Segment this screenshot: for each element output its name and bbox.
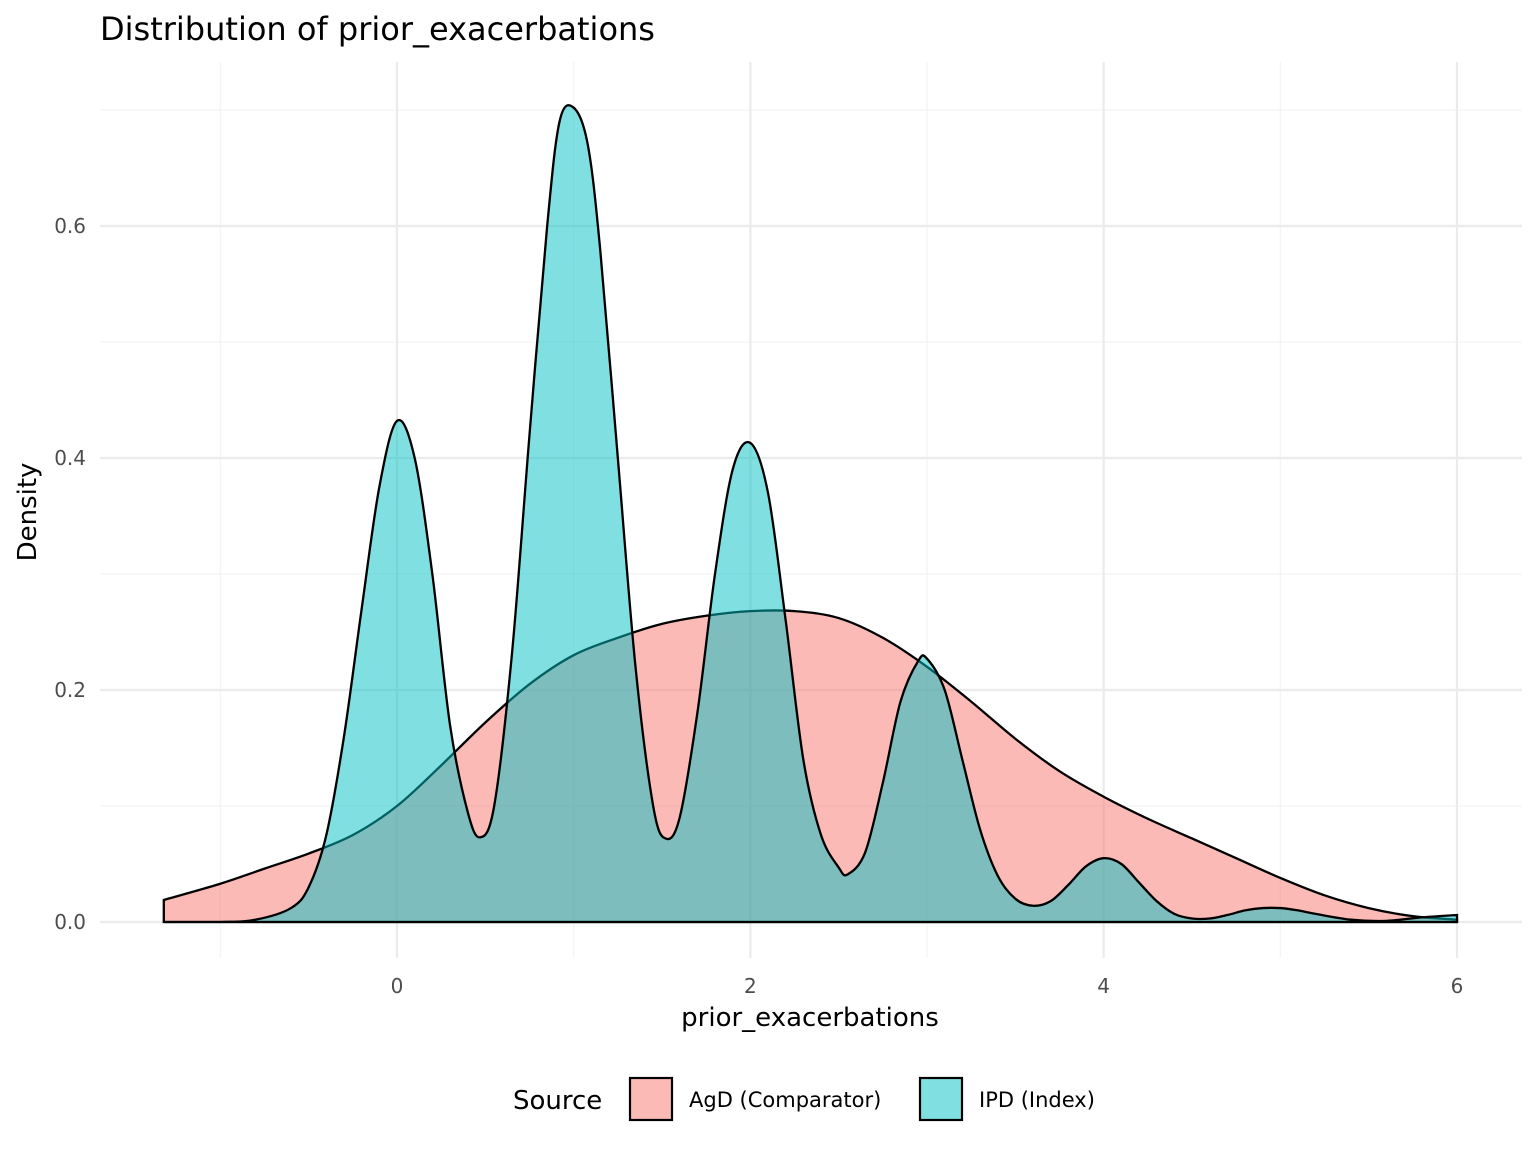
ipd-density-area bbox=[163, 104, 1459, 924]
chart-title: Distribution of prior_exacerbations bbox=[100, 10, 655, 48]
y-tick-label: 0.6 bbox=[54, 214, 86, 238]
legend-title: Source bbox=[513, 1086, 602, 1116]
x-tick-label: 6 bbox=[1451, 974, 1464, 998]
y-axis-title: Density bbox=[13, 463, 43, 562]
x-tick-label: 4 bbox=[1097, 974, 1110, 998]
x-tick-label: 0 bbox=[391, 974, 404, 998]
y-tick-label: 0.0 bbox=[54, 910, 86, 934]
legend-key bbox=[628, 1076, 674, 1122]
tick-labels: 0 2 4 6 0.0 0.2 0.4 0.6 bbox=[54, 214, 1463, 998]
legend-label: AgD (Comparator) bbox=[689, 1088, 881, 1112]
y-tick-label: 0.2 bbox=[54, 678, 86, 702]
legend-label: IPD (Index) bbox=[979, 1088, 1095, 1112]
y-tick-label: 0.4 bbox=[54, 446, 86, 470]
x-axis-title: prior_exacerbations bbox=[681, 1003, 939, 1033]
legend: Source AgD (Comparator) IPD (Index) bbox=[513, 1076, 1095, 1122]
legend-key bbox=[918, 1076, 964, 1122]
x-tick-label: 2 bbox=[744, 974, 757, 998]
density-areas bbox=[162, 104, 1459, 924]
